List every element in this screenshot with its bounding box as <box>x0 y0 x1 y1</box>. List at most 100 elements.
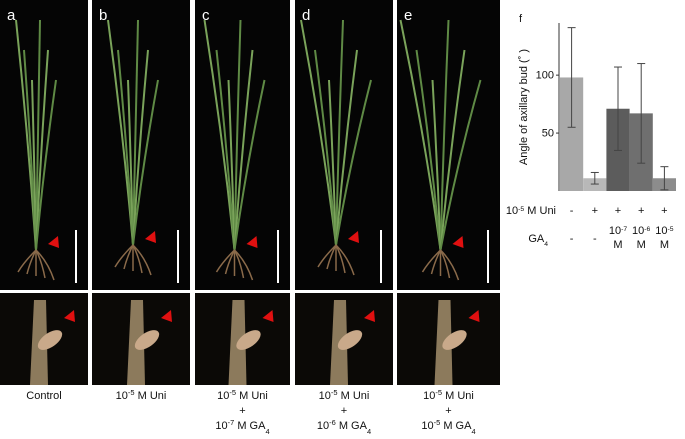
panel-label: b <box>99 7 107 24</box>
leaf <box>233 49 254 251</box>
supscript: -5 <box>229 388 236 397</box>
photo <box>295 0 393 290</box>
treatment-value: - <box>593 233 597 245</box>
text-part: + <box>239 405 245 417</box>
text-part: + <box>341 405 347 417</box>
subscript: 4 <box>471 427 475 436</box>
root <box>335 244 355 276</box>
treatment-value: 10-6 <box>632 225 651 237</box>
root <box>35 249 55 281</box>
arrowhead <box>145 231 156 243</box>
error-bar <box>590 171 599 185</box>
caption: + <box>239 405 245 417</box>
supscript: -5 <box>435 388 442 397</box>
leaf <box>132 19 139 246</box>
text-part: - <box>593 233 597 245</box>
text-part: 10 <box>317 420 329 432</box>
y-axis-title: Angle of axillary bud (˚ ) <box>518 49 530 165</box>
text-part: M Uni <box>236 390 268 402</box>
error-bar <box>637 63 646 164</box>
text-part: 10 <box>632 225 644 237</box>
caption: 10-5 M Uni <box>423 388 474 403</box>
text-part: 10 <box>217 390 229 402</box>
error-bar <box>660 166 669 191</box>
row-label: GA4 <box>528 233 548 248</box>
text-part: M GA <box>336 420 368 432</box>
root <box>439 249 460 281</box>
text-part: M <box>637 239 646 251</box>
leaf <box>439 79 482 251</box>
root <box>114 244 134 268</box>
leaf <box>399 19 442 251</box>
root <box>326 244 337 270</box>
supscript: -7 <box>228 418 235 427</box>
root <box>17 249 37 273</box>
leaf <box>439 49 466 251</box>
leaf <box>233 79 266 251</box>
text-part: 10 <box>655 225 667 237</box>
text-part: + <box>661 205 667 217</box>
caption: 10-5 M Uni <box>217 388 268 403</box>
leaf <box>335 49 358 246</box>
root <box>132 244 152 276</box>
panel-label: e <box>404 7 412 24</box>
text-part: 10 <box>609 225 621 237</box>
closeup-bud <box>442 330 467 350</box>
arrowhead <box>468 310 480 322</box>
text-part: M Uni <box>135 390 167 402</box>
treatment-value: M <box>637 239 646 251</box>
text-part: M GA <box>440 420 472 432</box>
root <box>317 244 337 268</box>
error-bar <box>614 66 622 151</box>
leaf <box>233 19 242 251</box>
text-part: - <box>570 233 574 245</box>
text-part: M <box>660 239 669 251</box>
supscript: -5 <box>128 388 135 397</box>
root <box>123 244 134 270</box>
text-part: M <box>613 239 622 251</box>
treatment-value: + <box>638 205 644 217</box>
treatment-value: - <box>570 233 574 245</box>
error-bar <box>567 27 576 128</box>
supscript: -5 <box>434 418 441 427</box>
panel-label: d <box>302 7 310 24</box>
supscript: -6 <box>329 418 336 427</box>
caption: 10-7 M GA4 <box>215 418 269 436</box>
leaf <box>415 49 442 251</box>
text-part: 10 <box>421 420 433 432</box>
caption: 10-6 M GA4 <box>317 418 371 436</box>
arrowhead <box>161 310 172 322</box>
caption: + <box>341 405 347 417</box>
subscript: 4 <box>544 241 548 248</box>
treatment-value: - <box>570 205 574 217</box>
photo <box>92 0 190 290</box>
panel-label: f <box>519 13 523 25</box>
y-tick-label: 50 <box>542 128 554 140</box>
text-part: M Uni <box>524 205 556 217</box>
leaf <box>132 79 159 246</box>
closeup-bud <box>236 330 261 350</box>
text-part: + <box>638 205 644 217</box>
arrowhead <box>452 236 464 248</box>
closeup-bud <box>134 330 160 350</box>
leaf <box>335 19 344 246</box>
photo <box>0 0 88 290</box>
text-part: M Uni <box>442 390 474 402</box>
root <box>430 249 442 275</box>
text-part: 10 <box>215 420 227 432</box>
treatment-value: 10-7 <box>609 225 628 237</box>
supscript: -5 <box>331 388 338 397</box>
panel-label: c <box>202 7 210 24</box>
leaf <box>335 79 372 246</box>
closeup-bud <box>337 330 363 350</box>
leaf <box>35 79 57 251</box>
row-label: 10-5 M Uni <box>506 205 556 217</box>
root <box>224 249 236 275</box>
leaf <box>328 79 337 246</box>
arrowhead <box>348 231 359 243</box>
subscript: 4 <box>265 427 269 436</box>
arrowhead <box>246 236 258 248</box>
treatment-value: 10-5 <box>655 225 674 237</box>
bar <box>560 77 584 191</box>
text-part: GA <box>528 233 545 245</box>
